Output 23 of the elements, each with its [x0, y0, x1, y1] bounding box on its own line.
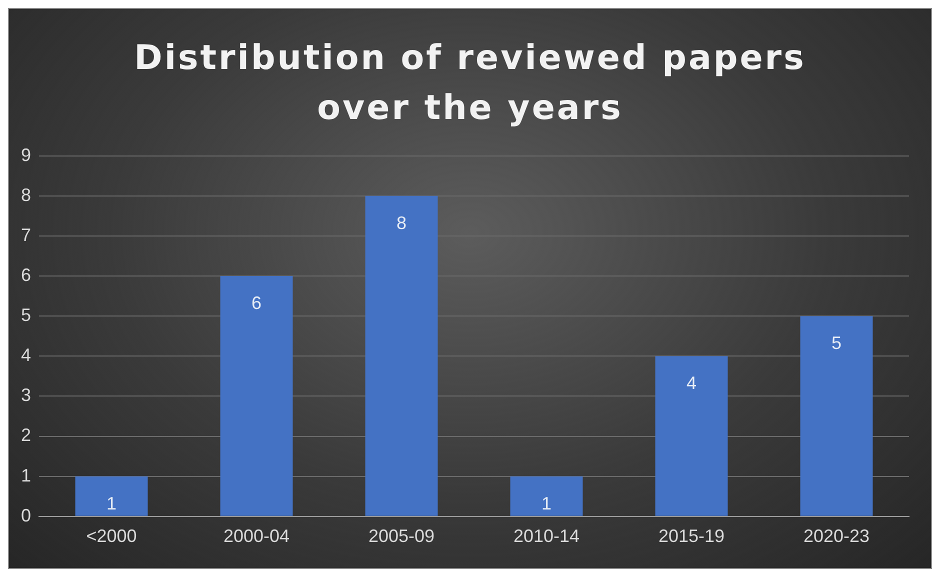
y-tick-label: 5 — [20, 305, 32, 326]
x-tick-label: 2015-19 — [658, 526, 725, 546]
data-label: 6 — [252, 292, 262, 313]
x-tick-label: 2020-23 — [803, 526, 870, 546]
chart-title: Distribution of reviewed papers over the years — [133, 37, 807, 130]
y-tick-label: 7 — [20, 224, 32, 245]
x-tick-label: 2000-04 — [223, 526, 290, 546]
data-label: 4 — [686, 373, 697, 394]
y-tick-label: 9 — [20, 144, 32, 165]
y-tick-label: 3 — [20, 385, 32, 406]
y-tick-label: 8 — [20, 184, 32, 205]
x-tick-label: <2000 — [86, 526, 137, 546]
y-tick-label: 2 — [20, 425, 32, 446]
y-tick-label: 6 — [20, 264, 32, 285]
data-label: 8 — [396, 212, 407, 233]
data-label: 1 — [541, 493, 552, 514]
data-label: 1 — [106, 493, 117, 514]
y-tick-label: 4 — [20, 345, 32, 366]
x-tick-label: 2010-14 — [513, 526, 580, 546]
y-tick-label: 0 — [20, 505, 32, 526]
data-label: 5 — [831, 333, 842, 354]
y-tick-label: 1 — [20, 465, 32, 486]
x-tick-label: 2005-09 — [368, 526, 435, 546]
